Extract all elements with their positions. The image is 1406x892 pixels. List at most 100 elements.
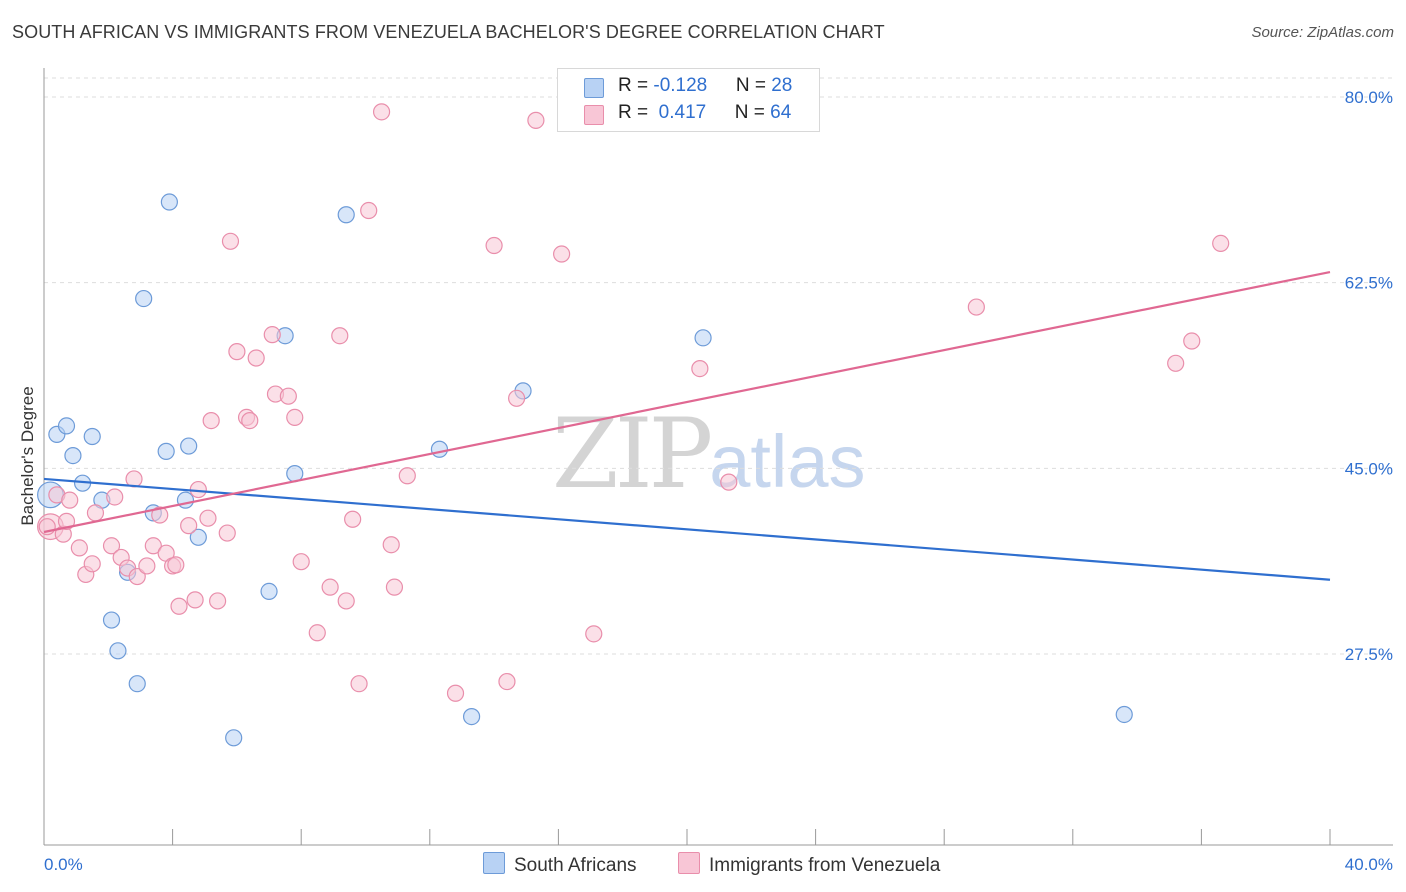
- venezuela-point: [286, 408, 304, 427]
- south-african-point: [694, 329, 712, 347]
- venezuela-point: [308, 624, 326, 642]
- venezuela-point: [70, 539, 88, 557]
- bottom-legend-venezuela: Immigrants from Venezuela: [678, 852, 940, 877]
- venezuela-point: [199, 509, 217, 527]
- watermark-atlas: atlas: [709, 420, 866, 503]
- south-african-point: [260, 582, 278, 601]
- venezuela-trendline: [43, 270, 1331, 534]
- venezuela-point: [967, 298, 985, 316]
- south-african-point: [83, 427, 101, 446]
- venezuela-point: [102, 537, 121, 555]
- x-tick-label: 40.0%: [1345, 855, 1393, 874]
- venezuela-point: [128, 567, 146, 586]
- venezuela-point: [247, 349, 265, 367]
- y-tick-label: 27.5%: [1345, 645, 1393, 664]
- venezuela-point: [61, 491, 79, 509]
- venezuela-point: [331, 327, 349, 345]
- x-tick-label: 0.0%: [44, 855, 83, 874]
- venezuela-point: [1183, 332, 1201, 350]
- venezuela-point: [553, 245, 571, 263]
- legend-r-value: -0.128: [653, 75, 708, 96]
- venezuela-point: [527, 111, 545, 129]
- venezuela-point: [202, 411, 220, 430]
- venezuela-point: [398, 467, 416, 485]
- legend-n-value: 28: [771, 75, 793, 96]
- correlation-legend: R = -0.128 N = 28 R = 0.417 N = 64: [557, 68, 820, 132]
- venezuela-point: [218, 524, 236, 542]
- y-tick-label: 62.5%: [1345, 274, 1393, 293]
- chart-title: SOUTH AFRICAN VS IMMIGRANTS FROM VENEZUE…: [12, 22, 885, 42]
- legend-swatch-blue: [584, 78, 604, 98]
- south-african-point: [1115, 705, 1133, 724]
- bottom-legend-south-africans: South Africans: [483, 852, 637, 877]
- venezuela-point: [279, 387, 297, 405]
- venezuela-point: [498, 672, 516, 691]
- venezuela-point: [180, 517, 198, 535]
- venezuela-point: [209, 592, 227, 610]
- source-credit: Source: ZipAtlas.com: [1251, 24, 1394, 41]
- watermark-zip: ZIP: [552, 398, 713, 510]
- watermark: ZIPatlas: [552, 398, 866, 510]
- venezuela-point: [382, 536, 400, 554]
- venezuela-point: [485, 236, 503, 255]
- legend-r-value: 0.417: [653, 102, 707, 123]
- south-african-point: [189, 528, 207, 546]
- venezuela-point: [585, 625, 603, 643]
- venezuela-point: [344, 510, 362, 528]
- south-african-point: [180, 437, 198, 455]
- south-african-point: [462, 707, 481, 726]
- south-african-point: [160, 193, 178, 211]
- venezuela-point: [83, 555, 101, 573]
- venezuela-point: [385, 578, 404, 596]
- south-african-point: [128, 675, 146, 693]
- venezuela-point: [170, 597, 188, 615]
- south-african-point: [109, 642, 127, 660]
- venezuela-point: [446, 684, 465, 702]
- legend-swatch-pink: [584, 105, 604, 125]
- legend-n-value: 64: [770, 102, 792, 123]
- y-tick-label: 80.0%: [1345, 88, 1393, 107]
- south-african-point: [337, 206, 355, 224]
- bottom-legend-swatch-pink: [678, 852, 700, 874]
- venezuela-point: [292, 553, 310, 571]
- y-axis-label: Bachelor's Degree: [18, 386, 37, 526]
- venezuela-point: [57, 512, 76, 530]
- bottom-legend-swatch-blue: [483, 852, 505, 874]
- venezuela-point: [337, 592, 355, 610]
- legend-r-label: R =: [618, 102, 654, 123]
- bottom-legend-label: South Africans: [514, 855, 637, 876]
- venezuela-point: [228, 343, 246, 361]
- legend-n-label: N =: [735, 75, 772, 96]
- legend-n-label: N =: [734, 102, 771, 123]
- venezuela-point: [372, 103, 391, 121]
- south-african-point: [102, 611, 121, 629]
- venezuela-point: [167, 556, 185, 574]
- venezuela-point: [508, 389, 526, 407]
- venezuela-point: [360, 201, 378, 220]
- venezuela-point: [151, 506, 169, 524]
- legend-r-label: R =: [618, 75, 654, 96]
- south-african-trendline: [43, 477, 1331, 581]
- y-tick-label: 45.0%: [1345, 459, 1393, 478]
- south-african-point: [430, 440, 449, 458]
- south-african-point: [176, 491, 195, 509]
- venezuela-point: [221, 232, 240, 250]
- south-african-point: [64, 447, 82, 465]
- bottom-legend-label: Immigrants from Venezuela: [709, 855, 941, 876]
- venezuela-point: [106, 488, 124, 506]
- venezuela-point: [1167, 354, 1185, 372]
- south-african-point: [135, 289, 153, 308]
- venezuela-point: [321, 578, 339, 596]
- venezuela-point: [241, 411, 259, 430]
- venezuela-point: [138, 557, 156, 575]
- south-african-point: [157, 442, 175, 460]
- venezuela-point: [86, 504, 105, 522]
- venezuela-point: [186, 591, 204, 609]
- venezuela-point: [144, 537, 162, 555]
- south-african-point: [225, 729, 243, 747]
- south-african-point: [57, 417, 76, 435]
- venezuela-point: [691, 360, 709, 378]
- venezuela-point: [720, 473, 738, 491]
- venezuela-point: [350, 675, 368, 693]
